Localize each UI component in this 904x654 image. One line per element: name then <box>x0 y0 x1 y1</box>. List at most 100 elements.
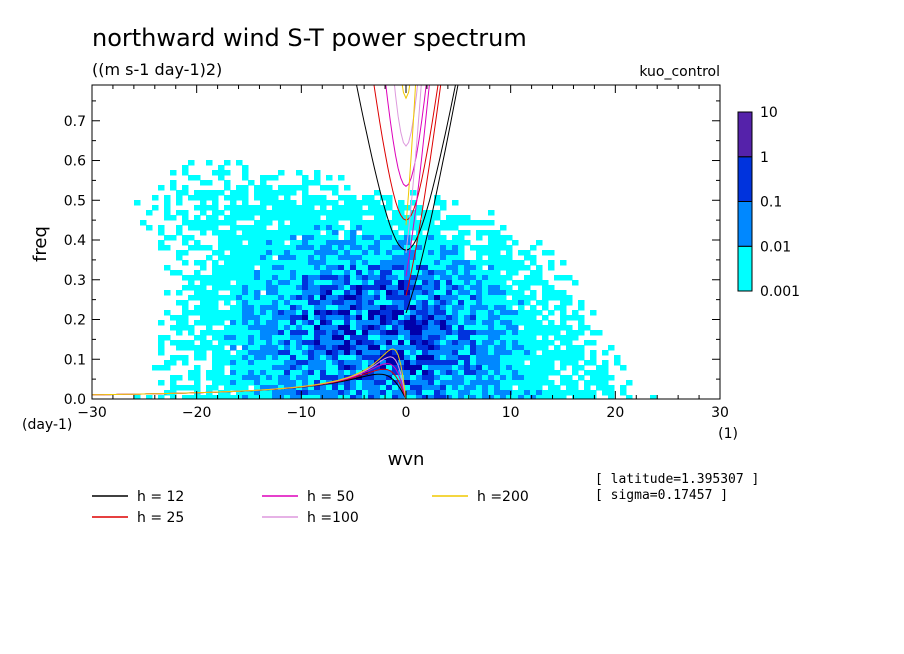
heatmap-cell-2216 <box>530 375 537 381</box>
heatmap-cell-2120 <box>512 265 519 271</box>
heatmap-cell-2246 <box>542 295 549 301</box>
colorbar-box-3 <box>737 111 753 158</box>
heatmap-cell-943 <box>320 265 327 271</box>
heatmap-cell-2149 <box>518 295 525 301</box>
heatmap-cell-232 <box>212 360 219 366</box>
heatmap-cell-1704 <box>434 350 441 356</box>
heatmap-cell-1643 <box>428 240 435 246</box>
heatmap-cell-94 <box>182 360 189 366</box>
heatmap-cell-330 <box>230 310 237 316</box>
heatmap-cell-152 <box>200 220 207 226</box>
heatmap-cell-2002 <box>488 300 495 306</box>
heatmap-cell-2402 <box>620 365 627 371</box>
heatmap-cell-1443 <box>392 380 399 386</box>
heatmap-cell-1182 <box>356 255 363 261</box>
heatmap-cell-101 <box>188 225 195 231</box>
heatmap-cell-1877 <box>464 330 471 336</box>
heatmap-cell-0 <box>134 200 141 206</box>
heatmap-cell-1350 <box>380 295 387 301</box>
heatmap-cell-607 <box>272 265 279 271</box>
heatmap-cell-2377 <box>590 375 597 381</box>
heatmap-cell-746 <box>290 330 297 336</box>
heatmap-cell-2312 <box>560 360 567 366</box>
heatmap-cell-739 <box>290 295 297 301</box>
heatmap-cell-970 <box>326 175 333 181</box>
heatmap-cell-1173 <box>356 205 363 211</box>
heatmap-cell-581 <box>266 335 273 341</box>
heatmap-cell-829 <box>302 320 309 326</box>
heatmap-cell-1156 <box>350 320 357 326</box>
heatmap-cell-2304 <box>560 310 567 316</box>
heatmap-cell-1956 <box>482 230 489 236</box>
heatmap-cell-699 <box>284 305 291 311</box>
heatmap-cell-663 <box>278 330 285 336</box>
heatmap-cell-1683 <box>434 245 441 251</box>
heatmap-cell-1339 <box>380 240 387 246</box>
heatmap-cell-2267 <box>548 285 555 291</box>
heatmap-cell-1587 <box>416 335 423 341</box>
heatmap-cell-1334 <box>380 215 387 221</box>
heatmap-cell-229 <box>212 345 219 351</box>
heatmap-cell-1254 <box>368 220 375 226</box>
heatmap-cell-1179 <box>356 240 363 246</box>
heatmap-cell-225 <box>212 315 219 321</box>
heatmap-cell-1942 <box>476 335 483 341</box>
heatmap-cell-431 <box>248 205 255 211</box>
heatmap-cell-486 <box>254 290 261 296</box>
heatmap-cell-1636 <box>422 395 429 399</box>
heatmap-cell-2197 <box>530 270 537 276</box>
heatmap-cell-65 <box>176 325 183 331</box>
heatmap-cell-782 <box>296 310 303 316</box>
heatmap-cell-369 <box>236 310 243 316</box>
heatmap-cell-1464 <box>398 290 405 296</box>
heatmap-cell-685 <box>284 230 291 236</box>
heatmap-cell-205 <box>212 195 219 201</box>
heatmap-cell-887 <box>314 170 321 176</box>
heatmap-cell-24 <box>164 205 171 211</box>
heatmap-cell-626 <box>272 360 279 366</box>
heatmap-cell-304 <box>224 380 231 386</box>
heatmap-cell-1988 <box>488 230 495 236</box>
heatmap-cell-96 <box>182 395 189 399</box>
heatmap-cell-1886 <box>464 375 471 381</box>
heatmap-cell-1668 <box>428 365 435 371</box>
heatmap-cell-632 <box>272 390 279 396</box>
heatmap-cell-463 <box>248 370 255 376</box>
heatmap-cell-675 <box>278 390 285 396</box>
heatmap-cell-1916 <box>470 375 477 381</box>
chart-title: northward wind S-T power spectrum <box>92 24 527 52</box>
heatmap-cell-594 <box>272 175 279 181</box>
heatmap-cell-514 <box>260 205 267 211</box>
heatmap-cell-309 <box>230 195 237 201</box>
heatmap-cell-1174 <box>356 210 363 216</box>
heatmap-cell-366 <box>236 295 243 301</box>
heatmap-cell-525 <box>260 260 267 266</box>
heatmap-cell-444 <box>248 275 255 281</box>
dispersion-curve-gravity-50 <box>385 85 427 187</box>
heatmap-cell-2346 <box>572 385 579 391</box>
heatmap-cell-468 <box>254 185 261 191</box>
heatmap-cell-774 <box>296 270 303 276</box>
heatmap-cell-854 <box>308 235 315 241</box>
heatmap-cell-1728 <box>440 285 447 291</box>
heatmap-cell-1691 <box>434 285 441 291</box>
heatmap-cell-2314 <box>560 375 567 381</box>
heatmap-cell-1794 <box>452 255 459 261</box>
heatmap-cell-1315 <box>374 320 381 326</box>
heatmap-cell-555 <box>266 195 273 201</box>
heatmap-cell-233 <box>212 365 219 371</box>
heatmap-cell-2056 <box>500 225 507 231</box>
heatmap-cell-1040 <box>332 335 339 341</box>
heatmap-cell-2029 <box>494 265 501 271</box>
heatmap-cell-1249 <box>362 395 369 399</box>
heatmap-cell-1107 <box>344 280 351 286</box>
heatmap-cell-61 <box>176 290 183 296</box>
heatmap-cell-1068 <box>338 285 345 291</box>
heatmap-cell-767 <box>296 230 303 236</box>
heatmap-cell-267 <box>218 365 225 371</box>
heatmap-cell-1325 <box>374 370 381 376</box>
heatmap-cell-582 <box>266 340 273 346</box>
heatmap-cell-1189 <box>356 290 363 296</box>
heatmap-cell-725 <box>290 225 297 231</box>
heatmap-cell-306 <box>224 390 231 396</box>
